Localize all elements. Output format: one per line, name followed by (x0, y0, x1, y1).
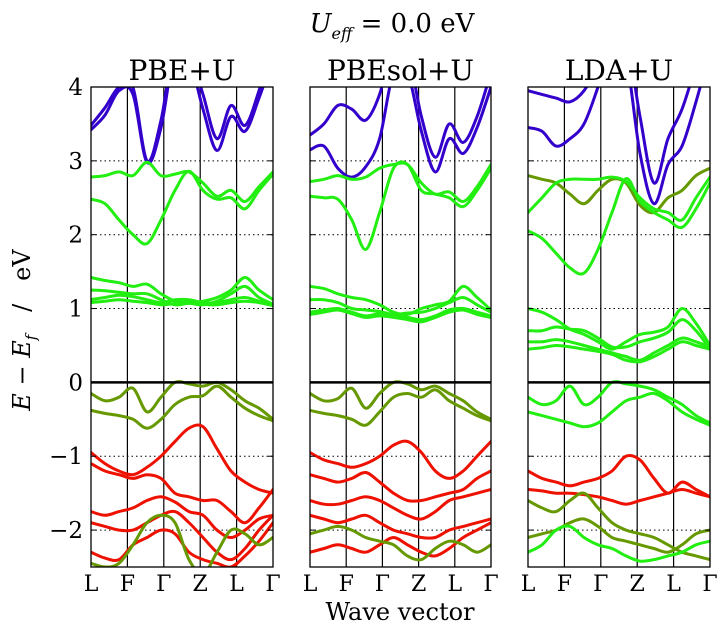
band-line (91, 384, 273, 430)
x-tick-label: Γ (265, 572, 280, 597)
band-line (310, 469, 491, 503)
figure-suptitle: Ueff = 0.0 eV (310, 9, 476, 43)
band-line (310, 439, 491, 480)
band-line (310, 295, 491, 316)
x-tick-label: F (557, 572, 572, 597)
band-line (91, 298, 273, 308)
x-tick-label: F (339, 572, 354, 597)
band-line (310, 524, 491, 562)
band-line (528, 177, 710, 276)
band-line (528, 524, 710, 563)
band-line (310, 513, 491, 540)
band-line (528, 517, 710, 554)
x-tick-label: Z (630, 572, 645, 597)
band-line (528, 488, 710, 506)
panel-frame (309, 86, 492, 568)
band-line (310, 87, 489, 159)
band-line (310, 87, 491, 179)
x-tick-label: L (303, 572, 318, 597)
band-line (91, 293, 273, 307)
x-tick-label: L (666, 572, 681, 597)
x-tick-label: L (521, 572, 536, 597)
band-line (310, 388, 491, 427)
band-line (91, 462, 273, 525)
band-line (310, 488, 491, 521)
x-tick-label: Z (193, 572, 208, 597)
x-tick-label: Z (411, 572, 426, 597)
band-line (310, 308, 491, 324)
y-tick-label: −2 (49, 518, 83, 544)
x-tick-label: L (84, 572, 99, 597)
y-tick-label: 1 (68, 297, 83, 323)
x-tick-label: Γ (375, 572, 390, 597)
x-tick-label: L (447, 572, 462, 597)
band-line (528, 175, 710, 222)
band-lines (310, 87, 491, 562)
band-line (310, 160, 491, 251)
panel-title: LDA+U (565, 54, 673, 87)
band-line (91, 423, 273, 495)
band-lines (91, 87, 273, 567)
band-lines (528, 87, 710, 563)
panel-frame (90, 86, 274, 568)
x-tick-label: Γ (483, 572, 498, 597)
band-line (91, 509, 273, 562)
x-tick-label: L (229, 572, 244, 597)
band-line (310, 380, 491, 421)
y-tick-label: −1 (49, 444, 83, 470)
band-line (528, 336, 710, 362)
band-line (528, 87, 702, 206)
band-line (91, 169, 273, 246)
band-line (91, 513, 273, 567)
band-line (528, 391, 710, 429)
band-line (91, 87, 265, 165)
y-axis-label: E − Ef / eV (8, 249, 40, 412)
x-tick-label: F (120, 572, 135, 597)
x-tick-label: Γ (702, 572, 717, 597)
band-line (310, 521, 491, 558)
band-line (91, 160, 273, 203)
y-tick-label: 3 (68, 149, 83, 175)
panel-title: PBEsol+U (327, 54, 474, 87)
band-line (91, 495, 273, 539)
x-tick-label: Γ (156, 572, 171, 597)
band-line (91, 284, 273, 307)
y-tick-label: 2 (68, 223, 83, 249)
y-tick-label: 4 (68, 75, 83, 101)
band-line (528, 380, 710, 425)
band-line (528, 318, 710, 351)
y-tick-label: 0 (68, 370, 83, 396)
band-line (528, 340, 710, 364)
band-line (91, 87, 262, 163)
panel-title: PBE+U (129, 54, 236, 87)
panel-frame (527, 86, 711, 568)
band-line (528, 454, 710, 499)
band-line (528, 87, 691, 185)
x-tick-label: Γ (593, 572, 608, 597)
x-axis-label: Wave vector (325, 598, 475, 626)
